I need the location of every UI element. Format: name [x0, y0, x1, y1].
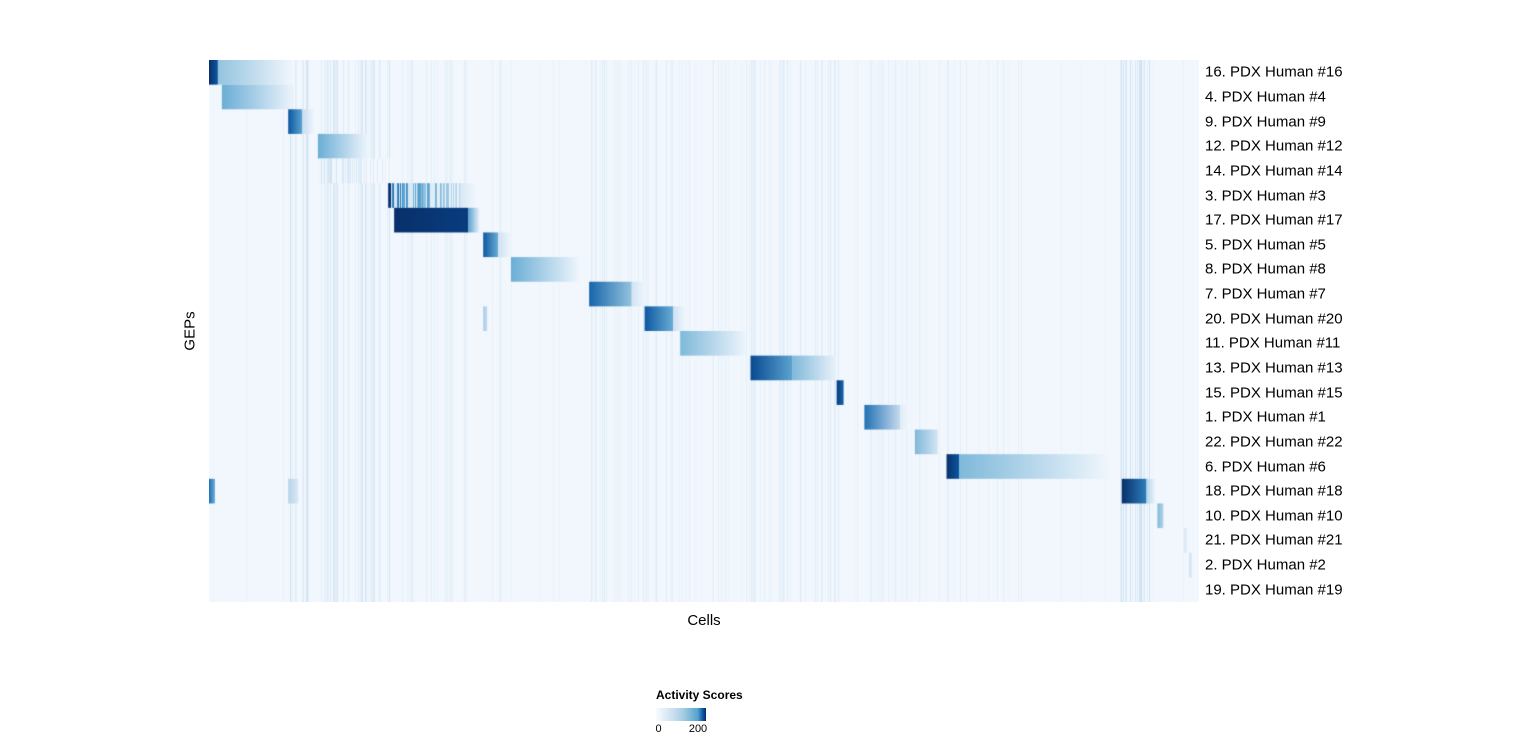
row-label: 4. PDX Human #4: [1205, 88, 1326, 106]
x-axis-label: Cells: [687, 612, 721, 629]
legend-tick-min: 0: [655, 723, 662, 735]
row-label: 13. PDX Human #13: [1205, 359, 1343, 377]
colorbar-gradient: [656, 708, 706, 721]
legend-title: Activity Scores: [656, 688, 743, 702]
row-label: 16. PDX Human #16: [1205, 63, 1343, 81]
legend-ticks: 0 200: [655, 723, 708, 737]
row-label: 15. PDX Human #15: [1205, 384, 1343, 402]
row-label: 18. PDX Human #18: [1205, 482, 1343, 500]
colorbar-legend: Activity Scores 0 200: [655, 688, 743, 737]
row-label: 2. PDX Human #2: [1205, 556, 1326, 574]
row-label: 14. PDX Human #14: [1205, 162, 1343, 180]
row-label: 7. PDX Human #7: [1205, 285, 1326, 303]
row-label: 3. PDX Human #3: [1205, 187, 1326, 204]
row-label: 5. PDX Human #5: [1205, 236, 1326, 254]
row-label: 6. PDX Human #6: [1205, 458, 1326, 475]
row-label: 12. PDX Human #12: [1205, 137, 1343, 155]
y-axis-label: GEPs: [181, 311, 199, 351]
row-label: 21. PDX Human #21: [1205, 531, 1343, 549]
heatmap-canvas: [209, 60, 1199, 602]
row-label: 11. PDX Human #11: [1205, 334, 1341, 352]
row-label-list: 16. PDX Human #16 4. PDX Human #4 9. PDX H…: [1205, 60, 1525, 602]
row-label: 19. PDX Human #19: [1205, 581, 1343, 599]
row-label: 1. PDX Human #1: [1205, 408, 1326, 426]
row-label: 22. PDX Human #22: [1205, 433, 1343, 451]
row-label: 17. PDX Human #17: [1205, 211, 1343, 229]
legend-tick-max: 200: [688, 723, 708, 735]
row-label: 20. PDX Human #20: [1205, 310, 1343, 328]
row-label: 9. PDX Human #9: [1205, 113, 1326, 131]
row-label: 8. PDX Human #8: [1205, 260, 1326, 278]
row-label: 10. PDX Human #10: [1205, 507, 1343, 525]
